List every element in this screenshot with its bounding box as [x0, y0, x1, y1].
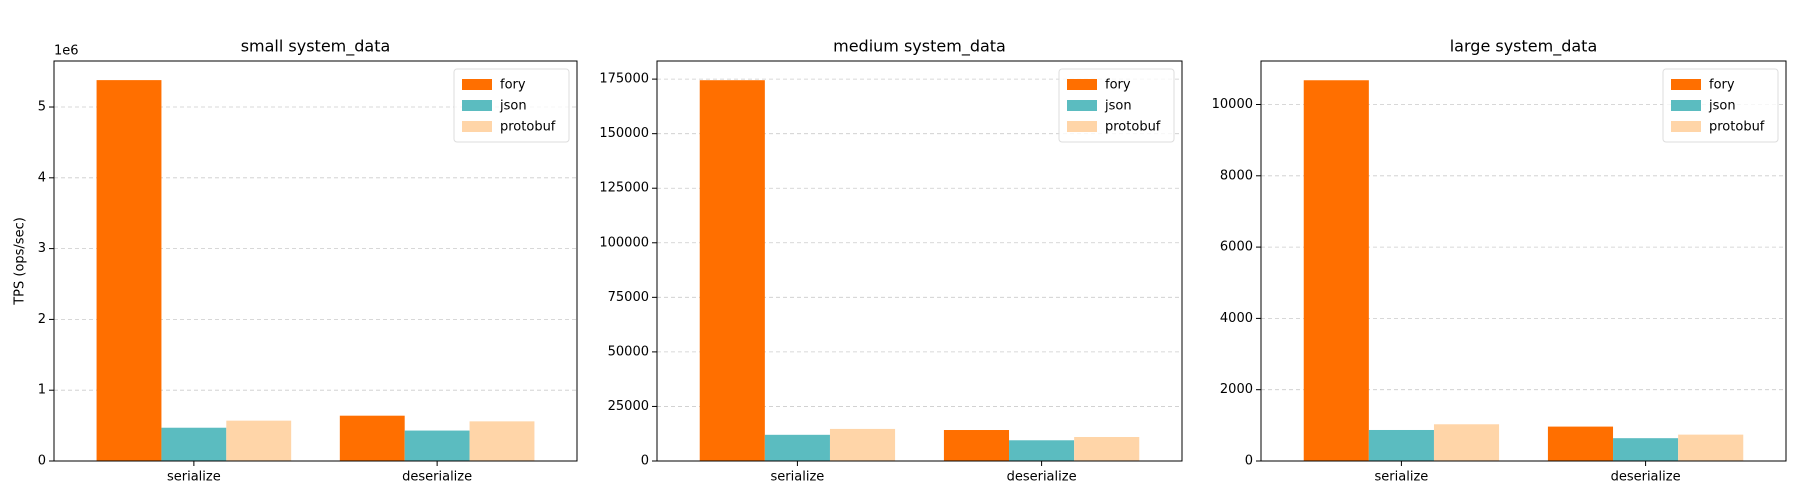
legend-label: json	[499, 99, 527, 114]
bar	[943, 430, 1010, 461]
legend-label: protobuf	[500, 120, 556, 135]
bar	[339, 415, 405, 461]
bar	[404, 430, 470, 461]
legend-swatch	[1671, 79, 1701, 90]
bar	[1678, 434, 1744, 461]
legend-swatch	[462, 100, 492, 111]
legend-label: json	[1104, 99, 1132, 114]
subplot: medium system_data 0 25000 50000 75000 100000…	[599, 37, 1183, 485]
x-tick-label: deserialize	[402, 470, 472, 485]
bar	[469, 421, 535, 461]
bar	[1303, 80, 1369, 461]
subplot: large system_data 0 2000 4000 6000 8000 10000 s…	[1212, 37, 1787, 485]
y-tick-label: 0	[1245, 454, 1253, 469]
y-tick-label: 0	[38, 454, 46, 469]
y-tick-label: 10000	[1212, 97, 1253, 112]
y-tick-label: 100000	[599, 235, 649, 250]
legend-swatch	[1067, 100, 1097, 111]
axes-frame	[656, 60, 1183, 462]
bar	[699, 80, 765, 461]
legend-swatch	[462, 79, 492, 90]
legend-swatch	[1671, 121, 1701, 132]
y-tick-label: 75000	[608, 290, 649, 305]
y-tick-label: 5	[38, 100, 46, 115]
axes-frame	[1260, 60, 1787, 462]
bar	[1368, 429, 1434, 461]
y-tick-label: 50000	[608, 344, 649, 359]
x-tick-label: deserialize	[1007, 470, 1077, 485]
legend: fory json protobuf	[1058, 68, 1175, 143]
legend-label: protobuf	[1709, 120, 1765, 135]
axes-frame	[53, 60, 578, 462]
y-tick-label: 2000	[1220, 382, 1253, 397]
legend-swatch	[1671, 100, 1701, 111]
y-axis-label: TPS (ops/sec)	[13, 217, 28, 306]
legend-label: protobuf	[1105, 120, 1161, 135]
bar	[829, 428, 896, 461]
y-tick-label: 2	[38, 312, 46, 327]
y-tick-label: 1	[38, 383, 46, 398]
bar	[161, 427, 227, 461]
legend-label: fory	[1105, 78, 1131, 93]
x-tick-label: deserialize	[1611, 470, 1681, 485]
bar	[1433, 424, 1500, 461]
legend-swatch	[1067, 79, 1097, 90]
bar	[1009, 440, 1075, 461]
legend-label: fory	[500, 78, 526, 93]
bar	[1613, 438, 1679, 461]
y-tick-label: 4000	[1220, 311, 1253, 326]
x-tick-label: serialize	[167, 470, 221, 485]
y-tick-label: 125000	[599, 181, 649, 196]
y-tick-label: 175000	[599, 72, 649, 87]
bar	[226, 420, 292, 461]
y-offset-label: 1e6	[54, 44, 79, 59]
y-tick-label: 0	[641, 454, 649, 469]
legend: fory json protobuf	[453, 68, 570, 143]
chart-title: small system_data	[241, 37, 391, 57]
legend: fory json protobuf	[1662, 68, 1779, 143]
y-tick-label: 6000	[1220, 240, 1253, 255]
subplot: small system_data TPS (ops/sec) 1e6 0 1 2 3 4 5 s…	[13, 37, 578, 485]
y-tick-label: 3	[38, 241, 46, 256]
x-tick-label: serialize	[771, 470, 825, 485]
legend-swatch	[1067, 121, 1097, 132]
bar	[1547, 426, 1614, 461]
chart-title: medium system_data	[833, 37, 1006, 57]
y-tick-label: 8000	[1220, 168, 1253, 183]
bar	[1074, 436, 1140, 461]
legend-label: json	[1708, 99, 1736, 114]
bar	[96, 80, 162, 461]
y-tick-label: 4	[38, 170, 46, 185]
x-tick-label: serialize	[1375, 470, 1429, 485]
y-tick-label: 150000	[599, 126, 649, 141]
legend-swatch	[462, 121, 492, 132]
chart-title: large system_data	[1450, 37, 1598, 57]
y-tick-label: 25000	[608, 399, 649, 414]
legend-label: fory	[1709, 78, 1735, 93]
bar	[764, 434, 830, 461]
